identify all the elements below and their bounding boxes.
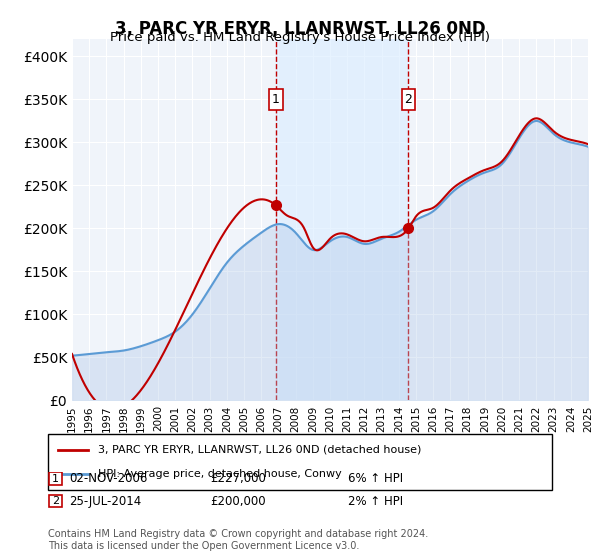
Text: 1: 1 [52, 474, 59, 483]
Text: 1: 1 [272, 93, 280, 106]
Text: 2: 2 [52, 496, 59, 506]
Text: 2% ↑ HPI: 2% ↑ HPI [348, 494, 403, 508]
FancyBboxPatch shape [269, 89, 283, 110]
Text: 2: 2 [404, 93, 412, 106]
Text: 3, PARC YR ERYR, LLANRWST, LL26 0ND: 3, PARC YR ERYR, LLANRWST, LL26 0ND [115, 20, 485, 38]
Text: 6% ↑ HPI: 6% ↑ HPI [348, 472, 403, 486]
FancyBboxPatch shape [49, 494, 62, 507]
Text: Price paid vs. HM Land Registry's House Price Index (HPI): Price paid vs. HM Land Registry's House … [110, 31, 490, 44]
Text: 25-JUL-2014: 25-JUL-2014 [69, 494, 141, 508]
FancyBboxPatch shape [49, 472, 62, 485]
Text: £227,000: £227,000 [210, 472, 266, 486]
FancyBboxPatch shape [401, 89, 415, 110]
Text: £200,000: £200,000 [210, 494, 266, 508]
FancyBboxPatch shape [48, 434, 552, 490]
Text: HPI: Average price, detached house, Conwy: HPI: Average price, detached house, Conw… [98, 469, 342, 479]
Text: 02-NOV-2006: 02-NOV-2006 [69, 472, 148, 486]
Text: Contains HM Land Registry data © Crown copyright and database right 2024.
This d: Contains HM Land Registry data © Crown c… [48, 529, 428, 551]
Text: 3, PARC YR ERYR, LLANRWST, LL26 0ND (detached house): 3, PARC YR ERYR, LLANRWST, LL26 0ND (det… [98, 445, 422, 455]
Bar [275, 39, 409, 400]
